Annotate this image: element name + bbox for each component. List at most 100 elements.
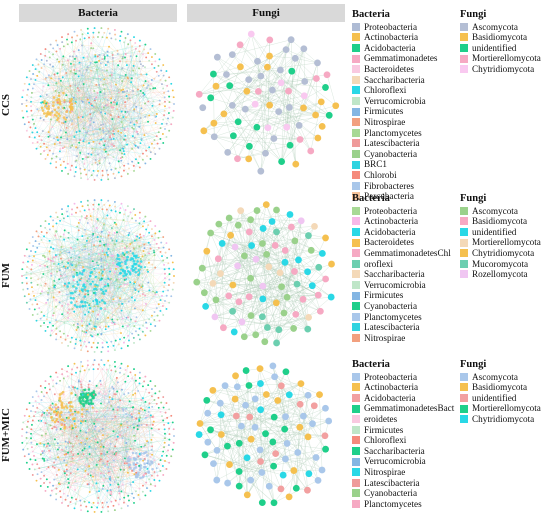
network-node (34, 459, 37, 462)
network-node (164, 272, 166, 275)
network-node (124, 101, 127, 104)
network-node (67, 482, 70, 484)
legend-item: Parcubacteria (352, 191, 437, 202)
network-node (139, 268, 142, 271)
legend-label: Saccharibacteria (364, 74, 425, 85)
network-node (110, 138, 113, 141)
network-node (30, 268, 33, 271)
network-node (151, 263, 154, 266)
network-node (106, 489, 109, 492)
network-node (131, 415, 134, 418)
network-node (105, 36, 108, 39)
network-node (69, 409, 72, 413)
network-node (40, 414, 43, 417)
network-node (142, 459, 145, 462)
network-node (139, 416, 142, 419)
network-node (321, 432, 329, 440)
legend-item: oroflexi (352, 259, 451, 270)
network-node (54, 406, 56, 409)
network-node (88, 323, 91, 326)
network-node (318, 250, 326, 257)
network-node (136, 130, 139, 133)
network-node (77, 459, 80, 462)
network-node (112, 57, 114, 59)
network-node (135, 316, 138, 319)
network-node (45, 146, 48, 149)
network-node (80, 383, 83, 386)
network-node (70, 213, 73, 216)
network-node (98, 158, 101, 160)
network-node (241, 105, 249, 113)
network-node (142, 64, 145, 67)
network-node (247, 435, 255, 443)
network-node (107, 325, 110, 328)
legend-label: Acidobacteria (364, 42, 416, 53)
network-node (84, 228, 86, 231)
network-node (103, 92, 106, 95)
network-node (89, 103, 92, 105)
network-node (147, 384, 150, 387)
network-node (60, 418, 63, 421)
network-node (100, 332, 103, 335)
network-node (145, 450, 148, 454)
network-node (33, 122, 35, 125)
legend-swatch (352, 86, 360, 95)
network-node (129, 211, 132, 214)
network-node (22, 288, 25, 291)
network-node (165, 454, 168, 457)
network-node (138, 371, 141, 374)
network-node (124, 138, 127, 141)
network-node (83, 162, 86, 165)
network-node (322, 404, 329, 412)
network-node (100, 299, 104, 302)
network-node (144, 80, 147, 83)
network-node (100, 288, 103, 291)
network-node (254, 87, 262, 95)
network-node (53, 425, 56, 428)
network-node (86, 350, 89, 353)
network-node (91, 396, 94, 399)
network-node (59, 147, 62, 150)
network-node (283, 440, 291, 447)
network-node (45, 414, 48, 416)
network-node (127, 334, 130, 337)
network-node (25, 461, 28, 464)
network-node (158, 319, 161, 322)
network-node (275, 326, 283, 334)
network-node (52, 312, 55, 315)
network-node (81, 393, 84, 396)
network-node (56, 101, 59, 104)
network-node (137, 389, 140, 392)
network-node (41, 457, 44, 460)
network-node (259, 225, 267, 232)
network-node (89, 113, 92, 116)
network-edges (22, 359, 174, 513)
network-node (146, 459, 150, 463)
network-node (123, 336, 126, 339)
network-node (61, 208, 63, 211)
network-node (30, 437, 32, 440)
network-node (71, 308, 74, 310)
network-node (113, 221, 116, 224)
network-node (49, 408, 52, 411)
network-node (97, 496, 100, 499)
network-node (151, 405, 154, 408)
legend-item: Ascomycota (460, 206, 541, 217)
network-node (34, 78, 37, 81)
network-node (150, 79, 153, 81)
network-node (151, 467, 154, 471)
network-node (139, 262, 142, 265)
network-node (66, 109, 68, 112)
network-node (164, 100, 166, 103)
network-node (66, 311, 69, 314)
network-node (135, 451, 138, 455)
network-node (101, 274, 104, 277)
network-node (96, 506, 99, 509)
network-node (86, 131, 89, 134)
network-node (107, 199, 110, 202)
network-node (85, 329, 88, 332)
legend-label: Proteobacteria (364, 205, 418, 216)
network-node (104, 243, 107, 246)
network-node (304, 268, 311, 276)
network-node (133, 467, 136, 470)
